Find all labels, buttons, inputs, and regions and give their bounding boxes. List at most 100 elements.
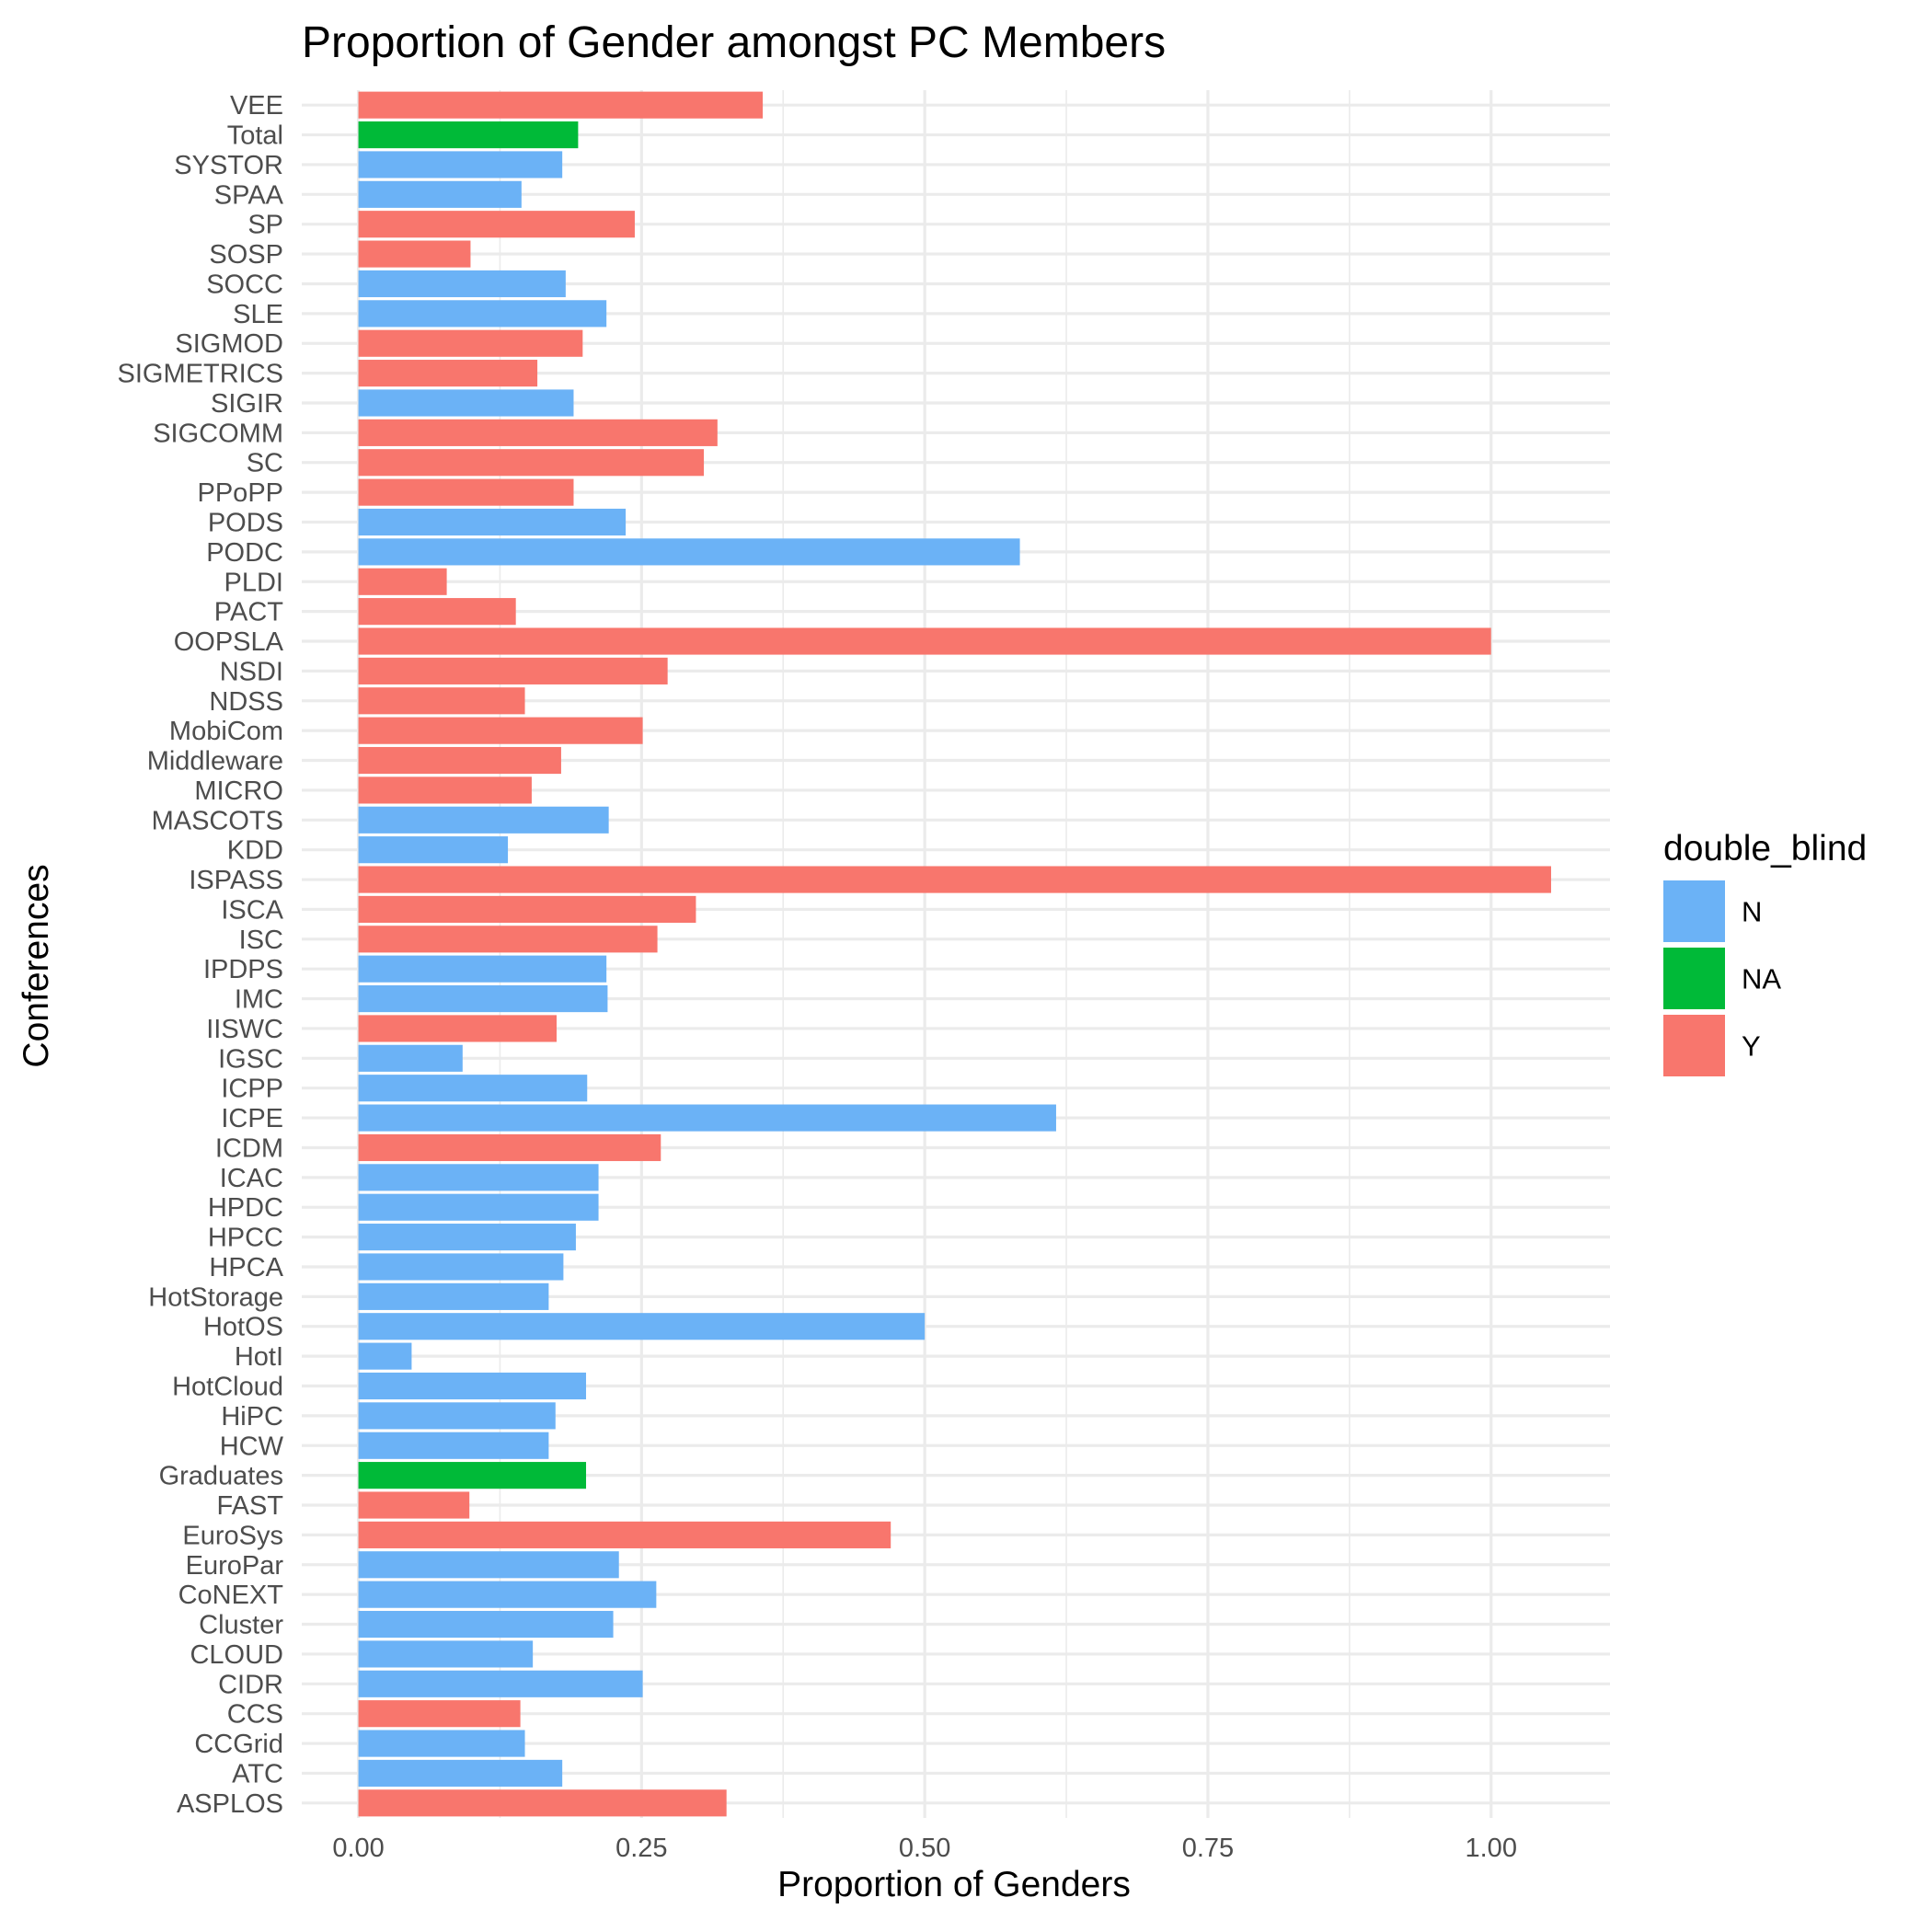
legend-label-n: N (1742, 896, 1762, 928)
y-tick-label: VEE (230, 91, 283, 121)
bar-hotos (358, 1313, 926, 1340)
bar-sigmod (358, 329, 583, 357)
y-tick-label: HotCloud (172, 1373, 283, 1402)
bar-cluster (358, 1610, 614, 1639)
bar-sp (358, 211, 635, 238)
bar-oopsla (358, 627, 1491, 655)
bar-sosp (358, 240, 471, 268)
y-tick-label: ATC (232, 1759, 283, 1788)
bar-middleware (358, 746, 561, 775)
y-tick-label: PODS (208, 509, 283, 538)
bar-total (358, 121, 579, 149)
y-tick-label: OOPSLA (174, 627, 284, 657)
y-tick-label: IISWC (206, 1015, 283, 1044)
bar-mascots (358, 806, 609, 834)
legend: double_blind N NA Y (1663, 829, 1867, 1076)
bar-igsc (358, 1044, 463, 1072)
y-tick-label: HCW (220, 1432, 284, 1461)
y-tick-label: HotOS (203, 1313, 283, 1342)
y-tick-label: ISC (239, 926, 283, 955)
bar-sle (358, 300, 607, 328)
bar-hoti (358, 1342, 412, 1370)
y-tick-label: IMC (235, 985, 283, 1015)
bar-ccgrid (358, 1730, 525, 1757)
bar-nsdi (358, 657, 668, 684)
legend-label-y: Y (1742, 1030, 1761, 1063)
bar-pldi (358, 568, 447, 595)
y-tick-label: SIGCOMM (153, 419, 283, 448)
y-tick-label: SC (247, 449, 283, 478)
legend-key-y (1663, 1015, 1725, 1076)
y-tick-label: ICPE (221, 1104, 283, 1133)
y-tick-label: ASPLOS (177, 1789, 283, 1819)
bar-icpe (358, 1104, 1056, 1132)
y-tick-label: HiPC (221, 1402, 283, 1432)
y-tick-label: ICDM (215, 1133, 283, 1163)
bar-eurosys (358, 1521, 891, 1548)
y-tick-label: IGSC (218, 1044, 283, 1074)
y-tick-label: Total (227, 121, 283, 151)
legend-title: double_blind (1663, 829, 1867, 868)
y-tick-label: HotStorage (148, 1282, 283, 1312)
bars (358, 91, 1551, 1817)
bar-sc (358, 449, 705, 477)
y-tick-label: SOSP (209, 240, 283, 270)
y-tick-label: HPCC (208, 1224, 283, 1253)
bar-europar (358, 1551, 619, 1579)
y-tick-label: EuroPar (186, 1551, 284, 1581)
bar-icac (358, 1164, 599, 1191)
bar-graduates (358, 1462, 587, 1489)
y-tick-label: IPDPS (203, 955, 283, 984)
bar-ndss (358, 687, 525, 715)
y-tick-label: CCGrid (194, 1730, 283, 1759)
bar-podc (358, 538, 1020, 566)
y-tick-label: Cluster (199, 1611, 283, 1640)
y-axis-title: Conferences (17, 864, 56, 1067)
y-tick-label: PLDI (224, 568, 283, 597)
bar-pact (358, 598, 516, 626)
y-tick-label: NSDI (220, 657, 283, 686)
y-tick-label: ISCA (221, 895, 283, 925)
bar-atc (358, 1759, 563, 1788)
bar-hpca (358, 1253, 564, 1281)
bar-ccs (358, 1700, 521, 1728)
bar-isc (358, 926, 658, 953)
y-tick-label: PODC (206, 538, 283, 568)
y-tick-label: KDD (227, 836, 283, 866)
y-tick-label: SLE (233, 300, 283, 329)
bar-hcw (358, 1432, 549, 1459)
legend-items: N NA Y (1663, 880, 1781, 1076)
y-tick-label: ICAC (220, 1164, 283, 1193)
y-tick-label: NDSS (209, 687, 283, 717)
y-tick-label: CCS (227, 1700, 283, 1730)
x-tick-labels: 0.00 0.25 0.50 0.75 1.00 (332, 1834, 1517, 1863)
y-tick-label: ISPASS (189, 866, 283, 895)
y-tick-label: Middleware (147, 747, 283, 776)
x-axis-title: Proportion of Genders (777, 1865, 1131, 1904)
bar-hipc (358, 1402, 556, 1430)
y-tick-label: CLOUD (190, 1640, 283, 1670)
bar-isca (358, 895, 696, 924)
x-tick-label: 0.00 (332, 1834, 384, 1863)
bar-vee (358, 91, 764, 119)
y-tick-label: SIGMOD (175, 329, 283, 359)
plot-area: ASPLOSATCCCGridCCSCIDRCLOUDClusterCoNEXT… (118, 90, 1610, 1863)
bar-mobicom (358, 717, 643, 744)
x-tick-label: 1.00 (1466, 1834, 1517, 1863)
y-tick-label: SYSTOR (174, 151, 283, 180)
bar-kdd (358, 836, 509, 864)
bar-ipdps (358, 955, 607, 983)
y-tick-label: SIGMETRICS (118, 360, 283, 389)
chart-title: Proportion of Gender amongst PC Members (302, 18, 1166, 67)
y-tick-label: MICRO (194, 776, 283, 806)
bar-conext (358, 1581, 657, 1608)
bar-sigcomm (358, 419, 718, 446)
bar-iiswc (358, 1015, 558, 1042)
bar-hpcc (358, 1224, 576, 1251)
y-tick-label: MASCOTS (152, 806, 283, 835)
x-tick-label: 0.25 (615, 1834, 667, 1863)
y-tick-label: SIGIR (211, 389, 283, 419)
x-tick-label: 0.50 (899, 1834, 950, 1863)
bar-sigmetrics (358, 360, 538, 387)
